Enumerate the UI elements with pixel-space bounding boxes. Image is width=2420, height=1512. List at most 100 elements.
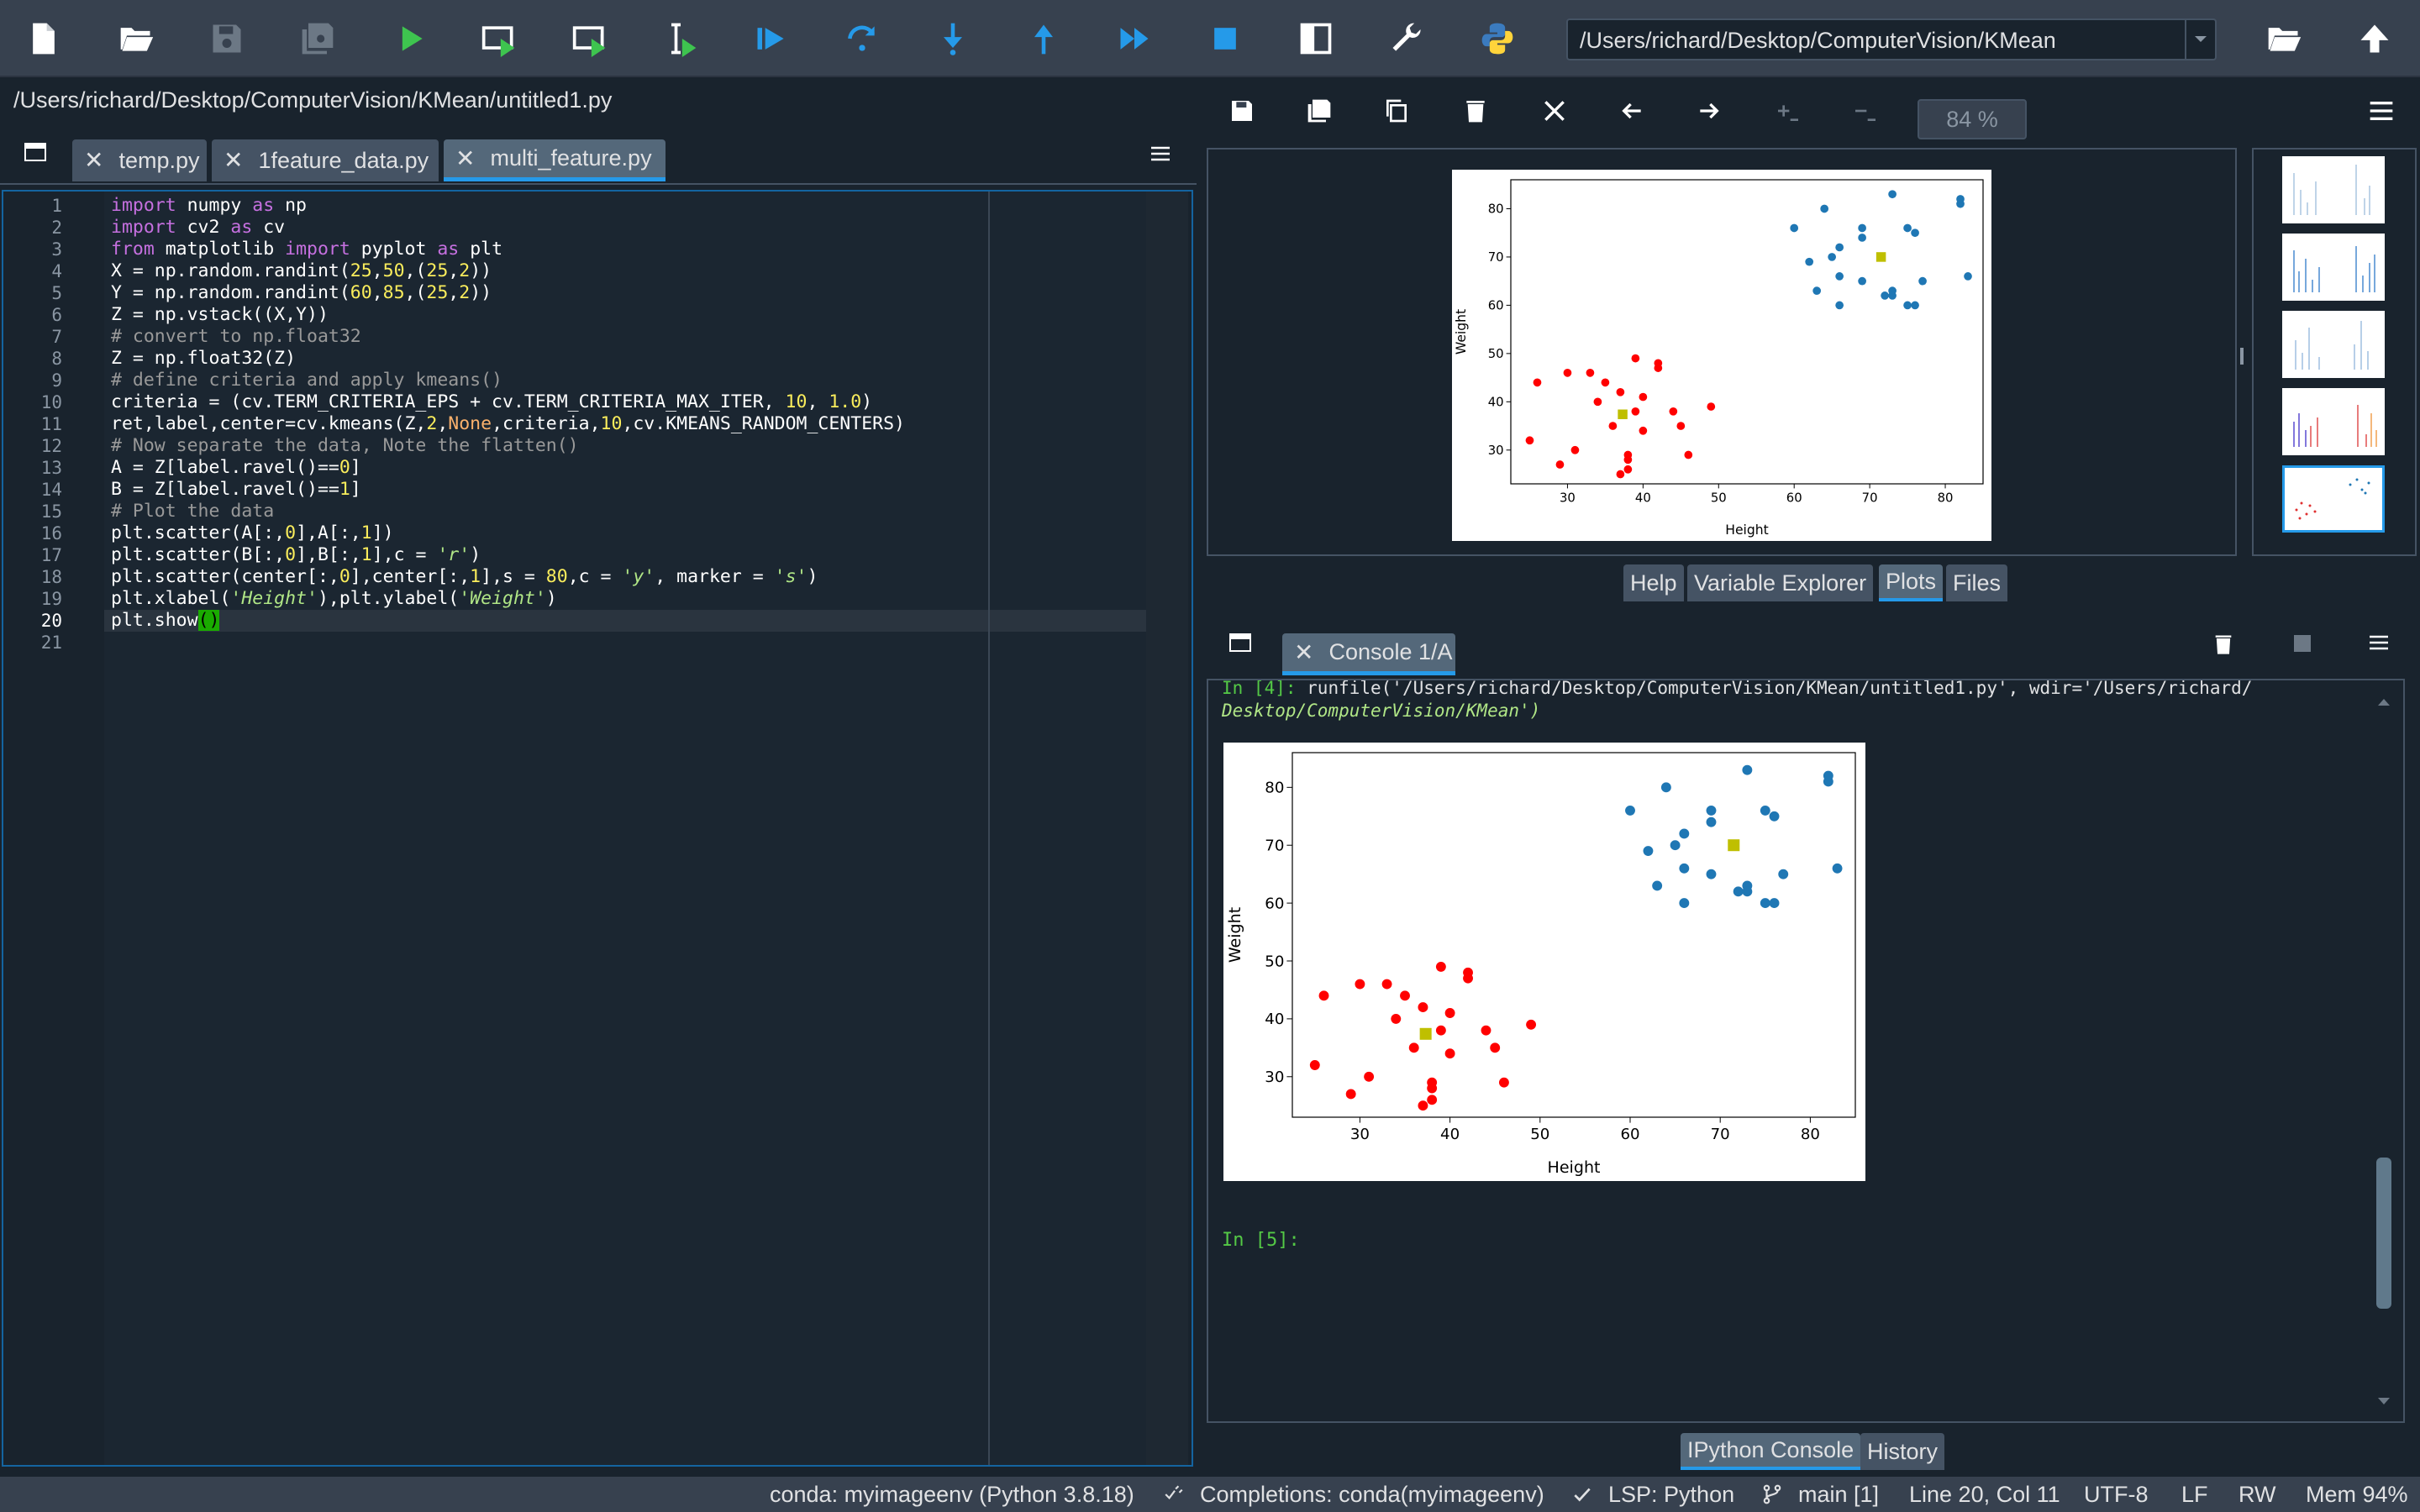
save-all-icon[interactable] <box>296 17 339 60</box>
completions-icon <box>1163 1483 1185 1509</box>
data-point <box>1964 272 1972 281</box>
status-lsp[interactable]: LSP: Python <box>1608 1482 1735 1507</box>
code-editor[interactable]: 1 import numpy as np 2 import cv2 as cv 3 fro… <box>2 190 1193 1467</box>
step-over-icon[interactable] <box>840 17 884 60</box>
status-mode: RW <box>2238 1482 2276 1507</box>
step-out-icon[interactable] <box>1022 17 1065 60</box>
delete-plot-icon[interactable] <box>1459 94 1492 128</box>
save-plot-icon[interactable] <box>1225 94 1259 128</box>
plot-thumbnail[interactable] <box>2282 156 2385 223</box>
data-point <box>1858 234 1866 242</box>
data-point <box>1679 828 1690 839</box>
tab-plots[interactable]: Plots <box>1879 564 1944 601</box>
ipython-console[interactable]: In [4]: runfile('/Users/richard/Desktop/… <box>1207 679 2405 1423</box>
close-icon[interactable]: ✕ <box>1294 638 1314 665</box>
plots-pane: 84 % 30 40 50 60 70 80 30 40 50 60 70 80 Height Weigh… <box>1203 79 2420 606</box>
console-options-menu-icon[interactable] <box>2368 633 2390 652</box>
run-cell-icon[interactable] <box>477 17 521 60</box>
data-point <box>1911 228 1919 238</box>
stop-icon[interactable] <box>1203 17 1247 60</box>
scatter-chart: 30 40 50 60 70 80 30 40 50 60 70 80 Height Weight <box>1226 752 1856 1177</box>
copy-plot-icon[interactable] <box>1380 94 1413 128</box>
console-scroll-handle[interactable] <box>2376 1158 2391 1309</box>
new-file-icon[interactable] <box>22 17 66 60</box>
data-point <box>1570 445 1580 454</box>
status-env[interactable]: conda: myimageenv (Python 3.8.18) <box>770 1482 1134 1507</box>
plot-thumbnail[interactable] <box>2282 234 2385 301</box>
tab-help[interactable]: Help <box>1623 564 1684 601</box>
tab-console[interactable]: ✕ Console 1/A <box>1282 633 1455 675</box>
line-number: 2 <box>51 218 62 238</box>
splitter-handle-icon[interactable] <box>2240 348 2244 365</box>
data-point <box>1533 378 1542 387</box>
maximize-pane-icon[interactable] <box>1294 17 1338 60</box>
browse-tabs-icon[interactable] <box>24 141 49 163</box>
continue-icon[interactable] <box>1113 17 1156 60</box>
line-number: 14 <box>40 480 62 500</box>
console-scrollbar[interactable] <box>2375 694 2393 1410</box>
save-icon[interactable] <box>205 17 249 60</box>
tab-temp[interactable]: ✕ temp.py <box>72 139 207 181</box>
data-point <box>1706 816 1717 827</box>
plot-thumbnail[interactable] <box>2282 311 2385 378</box>
interrupt-kernel-icon[interactable] <box>2294 635 2311 652</box>
step-into-icon[interactable] <box>931 17 975 60</box>
tab-multi-feature[interactable]: ✕ multi_feature.py <box>444 139 666 181</box>
previous-plot-icon[interactable] <box>1615 94 1649 128</box>
plots-options-menu-icon[interactable] <box>2365 94 2398 128</box>
python-icon[interactable] <box>1476 17 1519 60</box>
plot-thumbnail-selected[interactable] <box>2282 465 2385 533</box>
next-plot-icon[interactable] <box>1692 94 1726 128</box>
open-file-icon[interactable] <box>114 17 158 60</box>
data-point <box>1490 1042 1501 1053</box>
code-line: X = np.random.randint(25,50,(25,2)) <box>111 260 492 281</box>
tab-variable-explorer[interactable]: Variable Explorer <box>1687 564 1874 601</box>
data-point <box>1881 291 1889 300</box>
status-completions[interactable]: Completions: conda(myimageenv) <box>1200 1482 1544 1507</box>
tab-ipython-console[interactable]: IPython Console <box>1681 1433 1861 1470</box>
save-all-plots-icon[interactable] <box>1302 94 1336 128</box>
browse-consoles-icon[interactable] <box>1228 632 1254 654</box>
data-point <box>1608 422 1618 430</box>
data-point <box>1525 436 1534 445</box>
console-input-prompt[interactable]: In [5]: <box>1222 1230 1300 1251</box>
chevron-down-icon[interactable] <box>2185 20 2215 59</box>
code-line: plt.scatter(B[:,0],B[:,1],c = 'r') <box>111 544 481 565</box>
tab-1feature-data[interactable]: ✕ 1feature_data.py <box>212 139 439 181</box>
plot-axes-frame <box>1510 179 1984 485</box>
tab-options-menu-icon[interactable] <box>1150 144 1171 163</box>
code-area[interactable] <box>104 192 1146 1465</box>
centroid-marker <box>1876 252 1886 262</box>
wrench-icon[interactable] <box>1385 17 1428 60</box>
console-run-command: In [4]: runfile('/Users/richard/Desktop/… <box>1222 679 2252 699</box>
zoom-in-icon[interactable] <box>1771 94 1805 128</box>
data-point <box>1616 387 1625 396</box>
status-git-branch[interactable]: main [1] <box>1798 1482 1880 1507</box>
data-point <box>1555 460 1565 469</box>
run-selection-icon[interactable] <box>659 17 702 60</box>
parent-directory-icon[interactable] <box>2353 17 2396 60</box>
trash-icon[interactable] <box>2212 632 2235 657</box>
tab-files[interactable]: Files <box>1946 564 2008 601</box>
close-icon[interactable]: ✕ <box>224 147 244 173</box>
editor-scrollbar[interactable] <box>1146 192 1188 1465</box>
debug-icon[interactable] <box>750 17 793 60</box>
plot-figure[interactable]: 30 40 50 60 70 80 30 40 50 60 70 80 Height Weight <box>1452 170 1991 541</box>
delete-all-plots-icon[interactable] <box>1538 94 1571 128</box>
zoom-out-icon[interactable] <box>1849 94 1882 128</box>
close-icon[interactable]: ✕ <box>455 144 476 171</box>
working-directory-combo[interactable]: /Users/richard/Desktop/ComputerVision/KM… <box>1566 18 2217 60</box>
console-inline-plot: 30 40 50 60 70 80 30 40 50 60 70 80 Height Weight <box>1223 743 1865 1181</box>
check-icon <box>1571 1483 1593 1509</box>
run-icon[interactable] <box>388 17 432 60</box>
console-prompt: In [4]: <box>1222 679 1307 698</box>
zoom-level[interactable]: 84 % <box>1918 99 2027 139</box>
line-number: 8 <box>51 349 62 369</box>
tab-history[interactable]: History <box>1860 1433 1945 1470</box>
plot-thumbnails <box>2252 148 2417 556</box>
close-icon[interactable]: ✕ <box>84 147 104 173</box>
centroid-marker <box>1728 839 1740 852</box>
plot-thumbnail[interactable] <box>2282 388 2385 455</box>
run-cell-advance-icon[interactable] <box>568 17 612 60</box>
browse-folder-icon[interactable] <box>2262 17 2306 60</box>
